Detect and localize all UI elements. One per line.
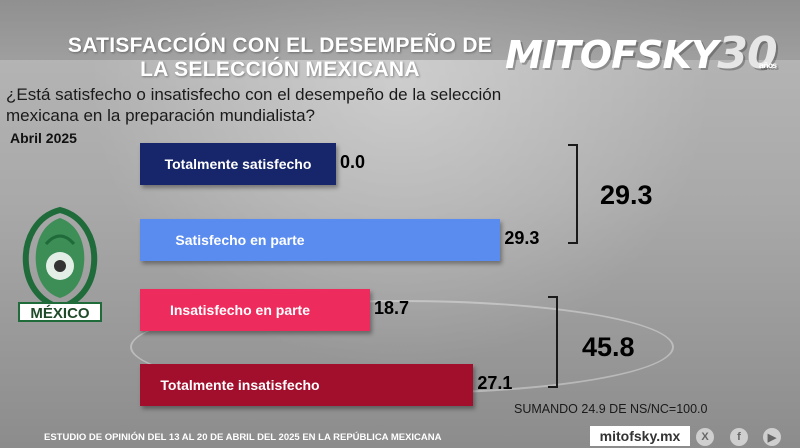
bar-value-label: 0.0 [340, 152, 366, 172]
bar [140, 143, 336, 185]
facebook-icon[interactable]: f [730, 428, 748, 446]
website-link[interactable]: mitofsky.mx [590, 426, 690, 446]
chart-title-line-1: SATISFACCIÓN CON EL DESEMPEÑO DE [67, 34, 493, 57]
mexico-national-team-crest-icon [22, 206, 98, 312]
bar-category-label: Satisfecho en parte [175, 232, 305, 248]
bar-category-label: Totalmente insatisfecho [160, 377, 320, 393]
youtube-icon[interactable]: ▶ [763, 428, 781, 446]
group-bracket [568, 144, 578, 244]
survey-period: Abril 2025 [10, 130, 77, 146]
x-icon[interactable]: X [696, 428, 714, 446]
stadium-background [0, 0, 800, 60]
bar [140, 364, 474, 406]
survey-question: ¿Está satisfecho o insatisfecho con el d… [6, 85, 502, 125]
study-footnote: ESTUDIO DE OPINIÓN DEL 13 AL 20 DE ABRIL… [44, 432, 442, 443]
brand-anniversary: 30 [717, 28, 777, 79]
bar [140, 289, 370, 331]
brand-name: MITOFSKY [504, 33, 718, 77]
group-total-label: 29.3 [600, 180, 653, 210]
bar-value-label: 18.7 [374, 298, 410, 318]
logo-text: MÉXICO [18, 302, 102, 322]
chart-note: SUMANDO 24.9 DE NS/NC=100.0 [514, 402, 708, 416]
bar-category-label: Totalmente satisfecho [164, 156, 312, 172]
bar-category-label: Insatisfecho en parte [169, 302, 311, 318]
group-total-label: 45.8 [582, 332, 635, 362]
bar [140, 219, 501, 261]
bar-value-label: 27.1 [477, 373, 513, 393]
group-bracket [548, 296, 558, 388]
bar-value-label: 29.3 [504, 228, 540, 248]
brand-logo: MITOFSKY30años [504, 28, 778, 79]
brand-anniversary-suffix: años [758, 61, 777, 70]
chart-title-line-2: LA SELECCIÓN MEXICANA [140, 58, 420, 81]
mexico-crest-logo: MÉXICO [16, 204, 104, 324]
